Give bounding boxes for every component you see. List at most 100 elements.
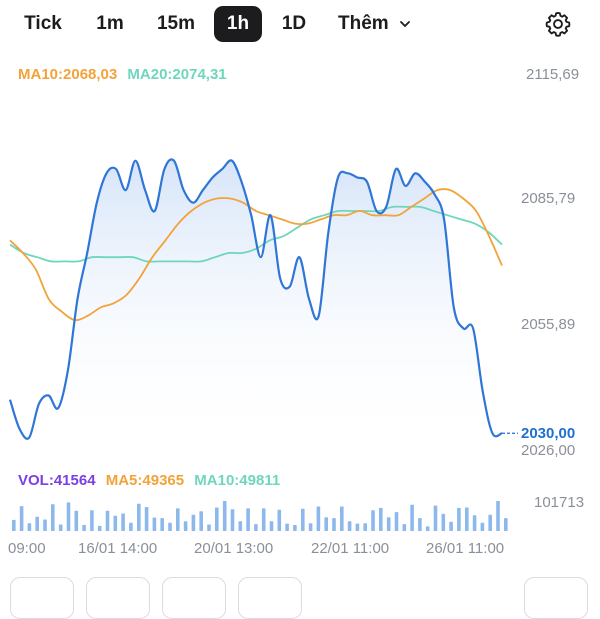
volume-bar — [183, 521, 188, 531]
tab-tick[interactable]: Tick — [24, 13, 62, 34]
volume-bar — [371, 510, 375, 531]
volume-bar — [386, 517, 391, 531]
volume-bar — [254, 524, 258, 531]
volume-bar — [90, 510, 94, 531]
ma10-line — [9, 188, 503, 322]
ma20-value: MA20:2074,31 — [127, 66, 227, 83]
current-price-label: 2030,00 — [521, 425, 576, 442]
volume-bar — [74, 510, 79, 531]
volume-bar — [66, 502, 71, 531]
volume-bar — [449, 521, 453, 531]
volume-bar — [269, 521, 274, 531]
volume-bar — [340, 506, 344, 531]
volume-bar — [277, 509, 282, 531]
ma20-line — [9, 205, 503, 263]
volume-bar — [308, 523, 313, 531]
tab-1d[interactable]: 1D — [281, 13, 307, 34]
volume-bar — [379, 507, 383, 531]
volume-bar — [160, 518, 164, 531]
volume-bar — [82, 525, 86, 531]
volume-bar — [316, 506, 321, 531]
x-label-4: 22/01 11:00 — [311, 540, 390, 557]
volume-bar — [12, 519, 16, 531]
volume-bar — [480, 522, 485, 531]
volume-bar — [51, 504, 55, 531]
more-label: Thêm — [338, 13, 389, 34]
volume-bar — [27, 523, 32, 531]
volume-bar — [144, 507, 149, 531]
volume-bar — [105, 510, 110, 531]
volume-bar — [238, 521, 243, 531]
toolbar-button-2[interactable] — [86, 577, 150, 619]
volume-bar — [43, 519, 47, 531]
volume-bar — [261, 508, 266, 531]
volume-bar — [176, 508, 180, 531]
volume-bar — [363, 523, 367, 531]
volume-bar — [441, 513, 446, 531]
volume-bar — [191, 514, 196, 531]
lock-button[interactable] — [10, 577, 74, 619]
volume-bar — [207, 524, 211, 531]
volume-bar — [332, 518, 336, 531]
volume-bar — [113, 515, 118, 531]
volume-bar — [199, 511, 203, 531]
volume-bar — [472, 515, 477, 531]
x-label-5: 26/01 11:00 — [426, 540, 505, 557]
volume-bar — [121, 513, 125, 531]
volume-bar — [425, 526, 430, 531]
vol-value: VOL:41564 — [18, 472, 96, 489]
volume-bar — [293, 525, 297, 531]
volume-bar — [137, 503, 141, 531]
volume-bar — [418, 518, 422, 531]
tab-15m[interactable]: 15m — [156, 13, 196, 34]
x-label-2: 16/01 14:00 — [78, 540, 158, 557]
volume-bar — [230, 509, 235, 531]
ma-legend: MA10:2068,03 MA20:2074,31 — [18, 66, 233, 83]
chevron-down-icon — [400, 21, 410, 28]
volume-legend: VOL:41564 MA5:49365 MA10:49811 — [18, 472, 286, 489]
volume-bar — [168, 522, 172, 531]
x-label-3: 20/01 13:00 — [194, 540, 274, 557]
volume-bar — [504, 518, 508, 531]
volume-bar — [347, 521, 352, 531]
volume-bar — [19, 506, 24, 531]
volume-bar — [58, 524, 63, 531]
price-line — [8, 158, 503, 440]
more-dropdown[interactable]: Thêm — [338, 6, 412, 42]
price-area — [10, 159, 502, 450]
volume-bar — [457, 507, 461, 531]
volume-bar — [402, 524, 407, 531]
volume-bar — [496, 501, 500, 531]
y-label-3: 2055,89 — [521, 316, 576, 333]
volume-bar — [324, 517, 328, 531]
indicator-button[interactable] — [162, 577, 226, 619]
draw-button[interactable] — [238, 577, 302, 619]
y-label-2: 2085,79 — [521, 190, 576, 207]
tab-1h[interactable]: 1h — [214, 6, 262, 42]
volume-bar — [129, 522, 133, 531]
x-label-1: 09:00 — [8, 540, 46, 557]
vol-ma10-value: MA10:49811 — [194, 472, 281, 489]
volume-bar — [465, 507, 469, 531]
y-label-bottom: 2026,00 — [521, 442, 576, 459]
volume-bar — [433, 505, 438, 531]
volume-bar — [152, 517, 157, 531]
volume-bar — [97, 525, 102, 531]
volume-bar — [301, 508, 305, 531]
fullscreen-button[interactable] — [524, 577, 588, 619]
volume-bar — [285, 523, 289, 531]
price-chart[interactable] — [0, 0, 600, 600]
volume-bar — [394, 512, 399, 531]
y-label-top: 2115,69 — [526, 66, 580, 83]
volume-bar — [410, 504, 414, 531]
volume-max-label: 101713 — [534, 494, 585, 511]
volume-bar — [35, 516, 39, 531]
tab-1m[interactable]: 1m — [96, 13, 124, 34]
gear-icon[interactable] — [544, 10, 572, 38]
vol-ma5-value: MA5:49365 — [105, 472, 185, 489]
volume-bar — [222, 501, 227, 531]
timeframe-tabs: Tick 1m 15m 1h 1D Thêm — [0, 0, 600, 46]
volume-bar — [355, 523, 360, 531]
volume-bar — [246, 508, 250, 531]
ma10-value: MA10:2068,03 — [18, 66, 118, 83]
